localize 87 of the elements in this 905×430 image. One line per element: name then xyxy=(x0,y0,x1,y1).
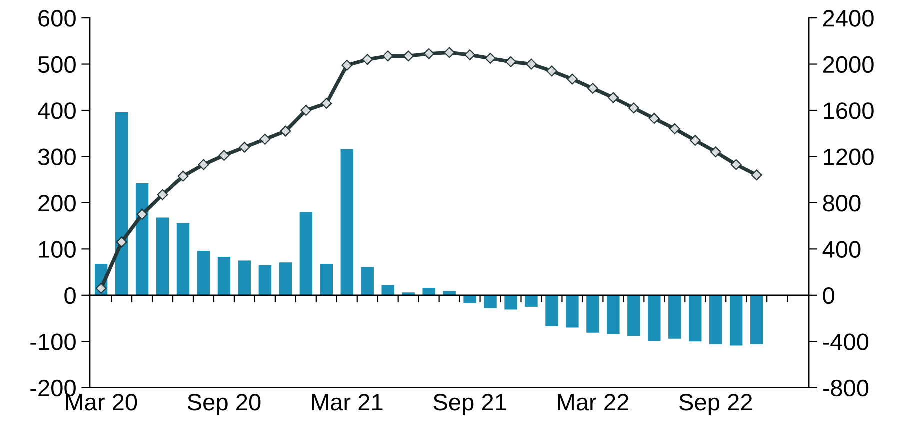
point xyxy=(628,102,640,114)
bar xyxy=(361,267,374,296)
bar xyxy=(402,292,415,296)
point xyxy=(116,236,128,248)
bar xyxy=(668,295,682,339)
x-tick-label: Sep 20 xyxy=(188,394,261,416)
y2-tick-label: 0 xyxy=(823,287,834,304)
y-tick-label: 0 xyxy=(64,287,76,304)
point xyxy=(198,159,210,170)
bar xyxy=(648,295,661,342)
point xyxy=(751,170,762,181)
point xyxy=(382,50,394,62)
y-tick-label: 400 xyxy=(38,102,76,120)
y-tick-label: 100 xyxy=(39,241,76,258)
bar xyxy=(628,295,640,336)
point xyxy=(342,60,353,71)
bar xyxy=(156,218,170,296)
point xyxy=(424,48,435,60)
bar xyxy=(176,223,190,296)
point xyxy=(280,126,292,137)
bar xyxy=(258,265,272,296)
y2-tick-label: 400 xyxy=(822,241,861,258)
y2-tick-label: 2400 xyxy=(823,10,874,27)
bar xyxy=(525,295,538,307)
x-tick-label: Sep 22 xyxy=(680,394,752,416)
point xyxy=(546,66,558,77)
x-tick-label: Mar 22 xyxy=(558,394,629,411)
x-tick-label: Sep 21 xyxy=(434,394,506,416)
point xyxy=(178,170,189,182)
point xyxy=(239,142,250,153)
point xyxy=(362,54,374,66)
bar xyxy=(484,295,497,308)
y-tick-label: 500 xyxy=(38,56,76,74)
y-tick-label: 200 xyxy=(38,195,76,212)
bar xyxy=(279,262,292,296)
bar xyxy=(607,295,620,334)
point xyxy=(136,209,148,220)
y2-tick-label: 2000 xyxy=(823,56,874,74)
y-tick-label: 300 xyxy=(38,148,76,166)
point xyxy=(300,105,312,116)
bar xyxy=(422,288,436,296)
y-tick-label: -100 xyxy=(30,334,76,350)
point xyxy=(260,134,271,145)
bar xyxy=(730,295,743,346)
point xyxy=(444,47,456,58)
point xyxy=(96,283,107,294)
bar xyxy=(197,251,210,296)
point xyxy=(669,124,680,134)
point xyxy=(526,58,537,70)
bar xyxy=(546,295,558,326)
point xyxy=(730,159,742,170)
bar xyxy=(136,184,149,296)
bar xyxy=(218,257,231,296)
point xyxy=(464,50,476,61)
point xyxy=(710,146,722,158)
y2-tick-label: 1600 xyxy=(824,102,874,120)
y2-tick-label: -400 xyxy=(823,334,869,350)
y-tick-label: 600 xyxy=(38,10,76,27)
point xyxy=(587,83,598,94)
x-tick-label: Mar 21 xyxy=(312,394,383,411)
bar xyxy=(586,295,600,333)
point xyxy=(648,113,660,124)
bar xyxy=(382,285,394,296)
point xyxy=(157,189,168,200)
point xyxy=(321,98,332,110)
bar xyxy=(115,112,128,296)
bar xyxy=(300,212,313,296)
point xyxy=(690,135,701,146)
point xyxy=(218,150,230,162)
point xyxy=(506,56,516,68)
bar xyxy=(320,264,333,296)
bar xyxy=(340,149,354,296)
point xyxy=(403,50,414,62)
bar xyxy=(504,295,518,310)
point xyxy=(608,92,619,104)
y2-tick-label: -800 xyxy=(823,380,869,397)
bar xyxy=(238,260,252,296)
point xyxy=(485,53,496,64)
y2-tick-label: 800 xyxy=(823,195,861,212)
bar xyxy=(750,295,764,344)
point xyxy=(567,74,578,85)
bar xyxy=(566,295,579,328)
bar xyxy=(443,291,456,296)
bar xyxy=(710,295,722,344)
y2-tick-label: 1200 xyxy=(824,148,874,166)
bar xyxy=(689,295,702,342)
bar xyxy=(464,295,476,304)
